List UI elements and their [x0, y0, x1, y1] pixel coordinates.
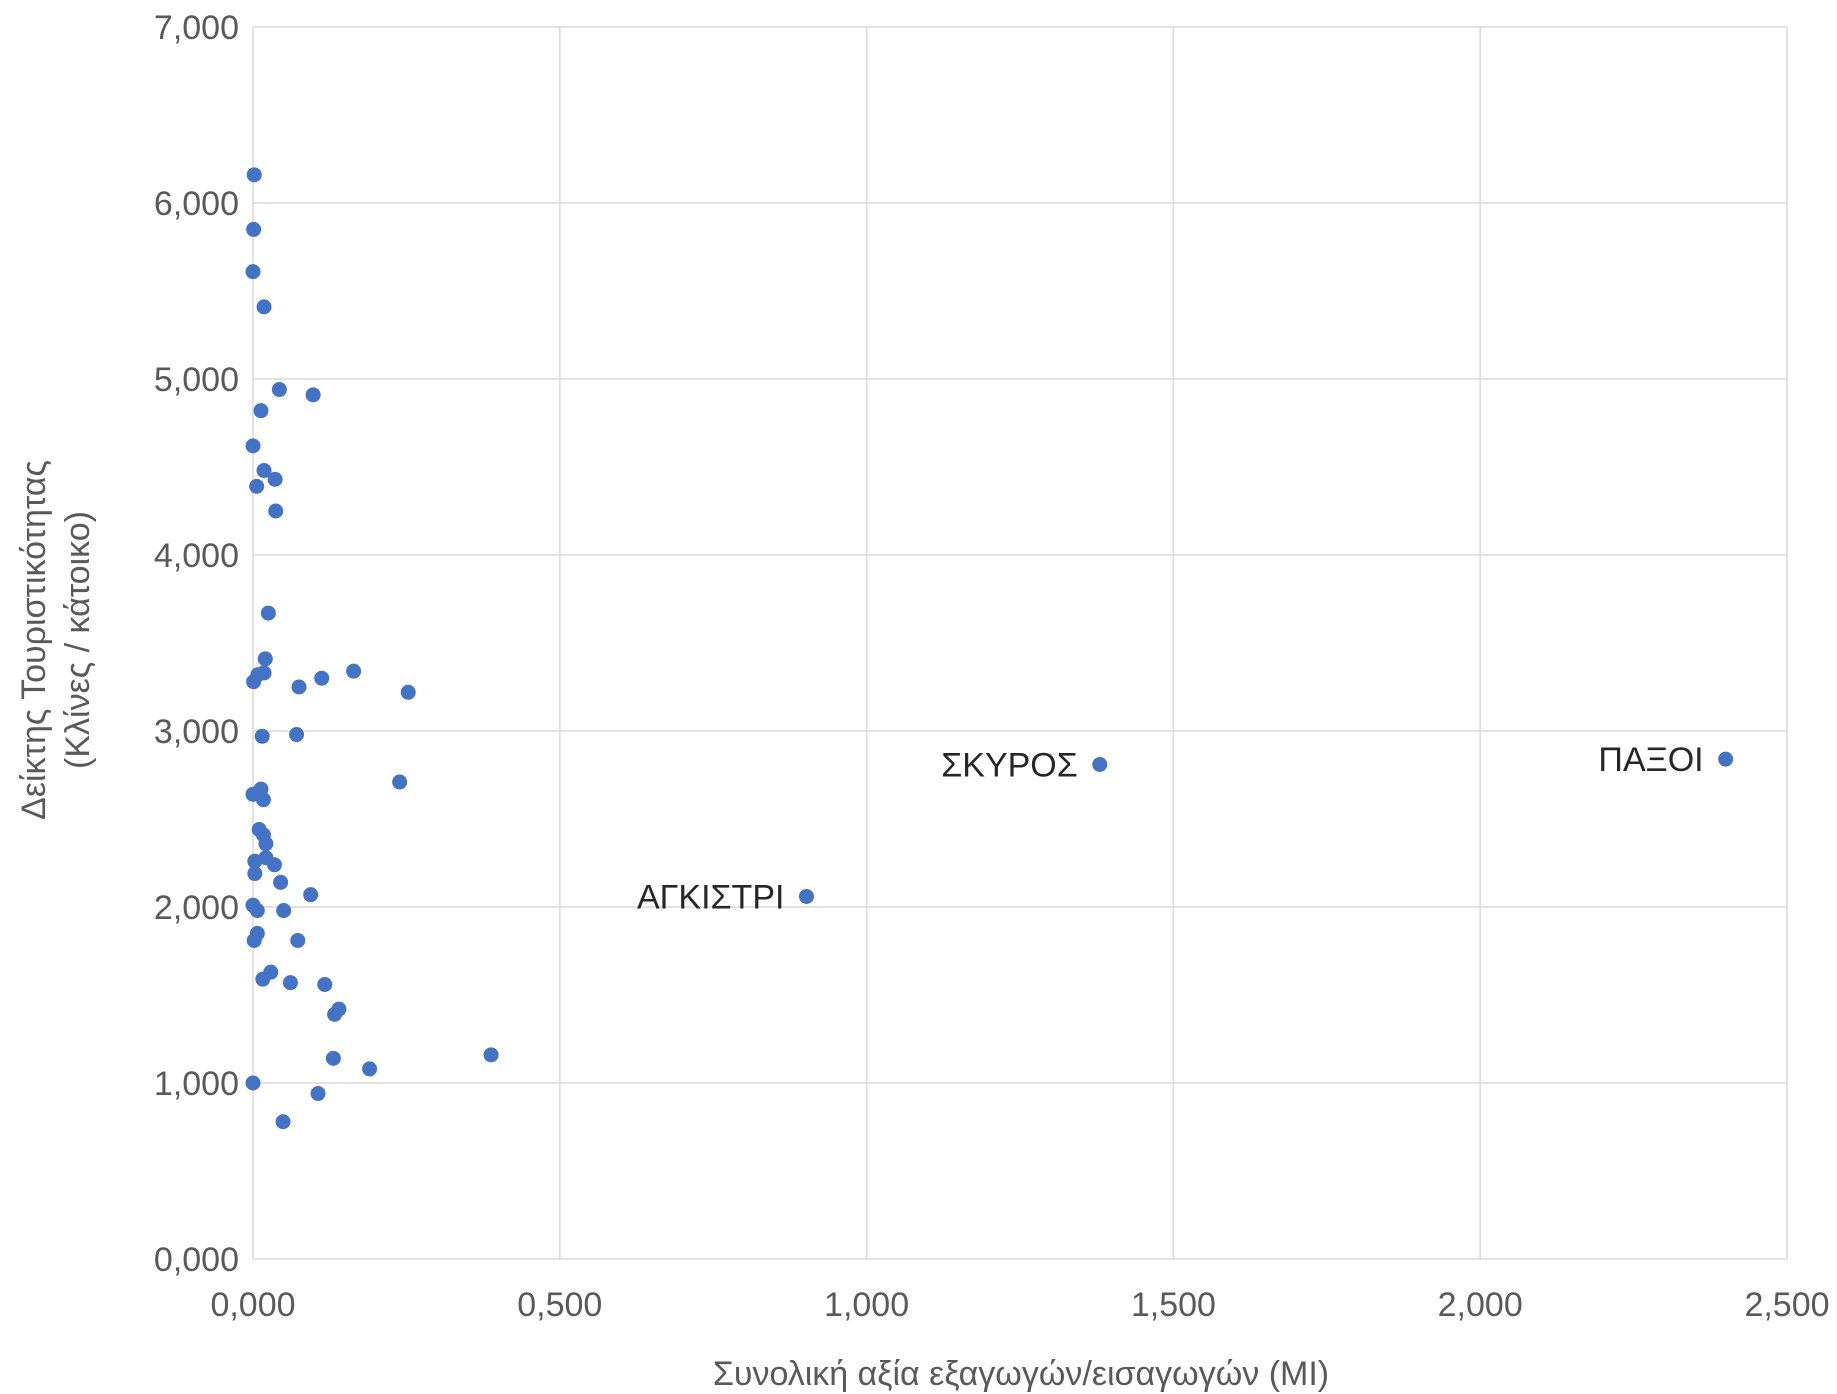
- data-point: [255, 792, 271, 808]
- data-point: [245, 1075, 261, 1091]
- data-point: [246, 167, 262, 183]
- data-point: [305, 387, 321, 403]
- data-point: [271, 382, 287, 398]
- data-point: [257, 651, 273, 667]
- x-axis-title: Συνολική αξία εξαγωγών/εισαγωγών (ΜΙ): [713, 1355, 1329, 1393]
- data-point: [325, 1050, 341, 1066]
- data-point: [310, 1086, 326, 1102]
- data-point: [245, 438, 261, 454]
- data-point: [256, 463, 272, 479]
- y-tick-label: 7,000: [154, 9, 239, 47]
- data-point: [317, 976, 333, 992]
- data-point: [289, 727, 305, 743]
- point-annotations: ΑΓΚΙΣΤΡΙ ΣΚΥΡΟΣ ΠΑΞΟΙ: [637, 741, 1704, 916]
- data-point: [258, 836, 274, 852]
- x-tick-label: 0,500: [517, 1286, 602, 1324]
- y-tick-label: 6,000: [154, 185, 239, 223]
- x-tick-label: 1,000: [824, 1286, 909, 1324]
- point-annotation: ΑΓΚΙΣΤΡΙ: [637, 878, 784, 916]
- data-point: [246, 674, 262, 690]
- data-point: [400, 684, 416, 700]
- data-point: [247, 866, 263, 882]
- data-point: [246, 221, 262, 237]
- y-tick-label: 2,000: [154, 889, 239, 927]
- data-point: [247, 853, 263, 869]
- data-point: [273, 874, 289, 890]
- x-tick-label: 1,500: [1131, 1286, 1216, 1324]
- x-tick-label: 2,500: [1744, 1286, 1829, 1324]
- data-point: [276, 903, 292, 919]
- data-point: [275, 1114, 291, 1130]
- data-point: [246, 932, 262, 948]
- y-axis-title-line-2: (Κλίνες / κάτοικο): [59, 511, 97, 769]
- data-point: [282, 975, 298, 991]
- data-point: [798, 888, 814, 904]
- data-point: [249, 903, 265, 919]
- data-point: [1718, 751, 1734, 767]
- y-tick-label: 5,000: [154, 361, 239, 399]
- point-annotation: ΣΚΥΡΟΣ: [941, 746, 1078, 784]
- data-point: [253, 403, 269, 419]
- data-point: [254, 728, 270, 744]
- data-point: [314, 670, 330, 686]
- y-axis-title-line-1: Δείκτης Τουριστικότητας: [15, 460, 53, 820]
- data-point: [249, 478, 265, 494]
- data-point: [327, 1006, 343, 1022]
- data-point: [362, 1061, 378, 1077]
- gridlines: [252, 26, 1788, 1260]
- data-point: [392, 774, 408, 790]
- data-point: [483, 1047, 499, 1063]
- point-annotation: ΠΑΞΟΙ: [1598, 741, 1703, 779]
- x-tick-label: 0,000: [210, 1286, 295, 1324]
- data-point: [266, 857, 282, 873]
- data-point: [268, 503, 284, 519]
- data-point: [267, 471, 283, 487]
- y-tick-labels: 0,000 1,000 2,000 3,000 4,000 5,000 6,000 7,000: [154, 9, 239, 1279]
- data-point: [290, 932, 306, 948]
- data-points: [245, 167, 1734, 1130]
- y-tick-label: 4,000: [154, 537, 239, 575]
- x-tick-labels: 0,000 0,500 1,000 1,500 2,000 2,500: [210, 1286, 1829, 1324]
- data-point: [291, 679, 307, 695]
- data-point: [346, 663, 362, 679]
- data-point: [256, 299, 272, 315]
- data-point: [245, 264, 261, 280]
- data-point: [303, 887, 319, 903]
- data-point: [260, 605, 276, 621]
- x-tick-label: 2,000: [1438, 1286, 1523, 1324]
- y-tick-label: 1,000: [154, 1065, 239, 1103]
- data-point: [1092, 756, 1108, 772]
- y-tick-label: 0,000: [154, 1241, 239, 1279]
- data-point: [263, 964, 279, 980]
- y-tick-label: 3,000: [154, 713, 239, 751]
- data-point: [256, 665, 272, 681]
